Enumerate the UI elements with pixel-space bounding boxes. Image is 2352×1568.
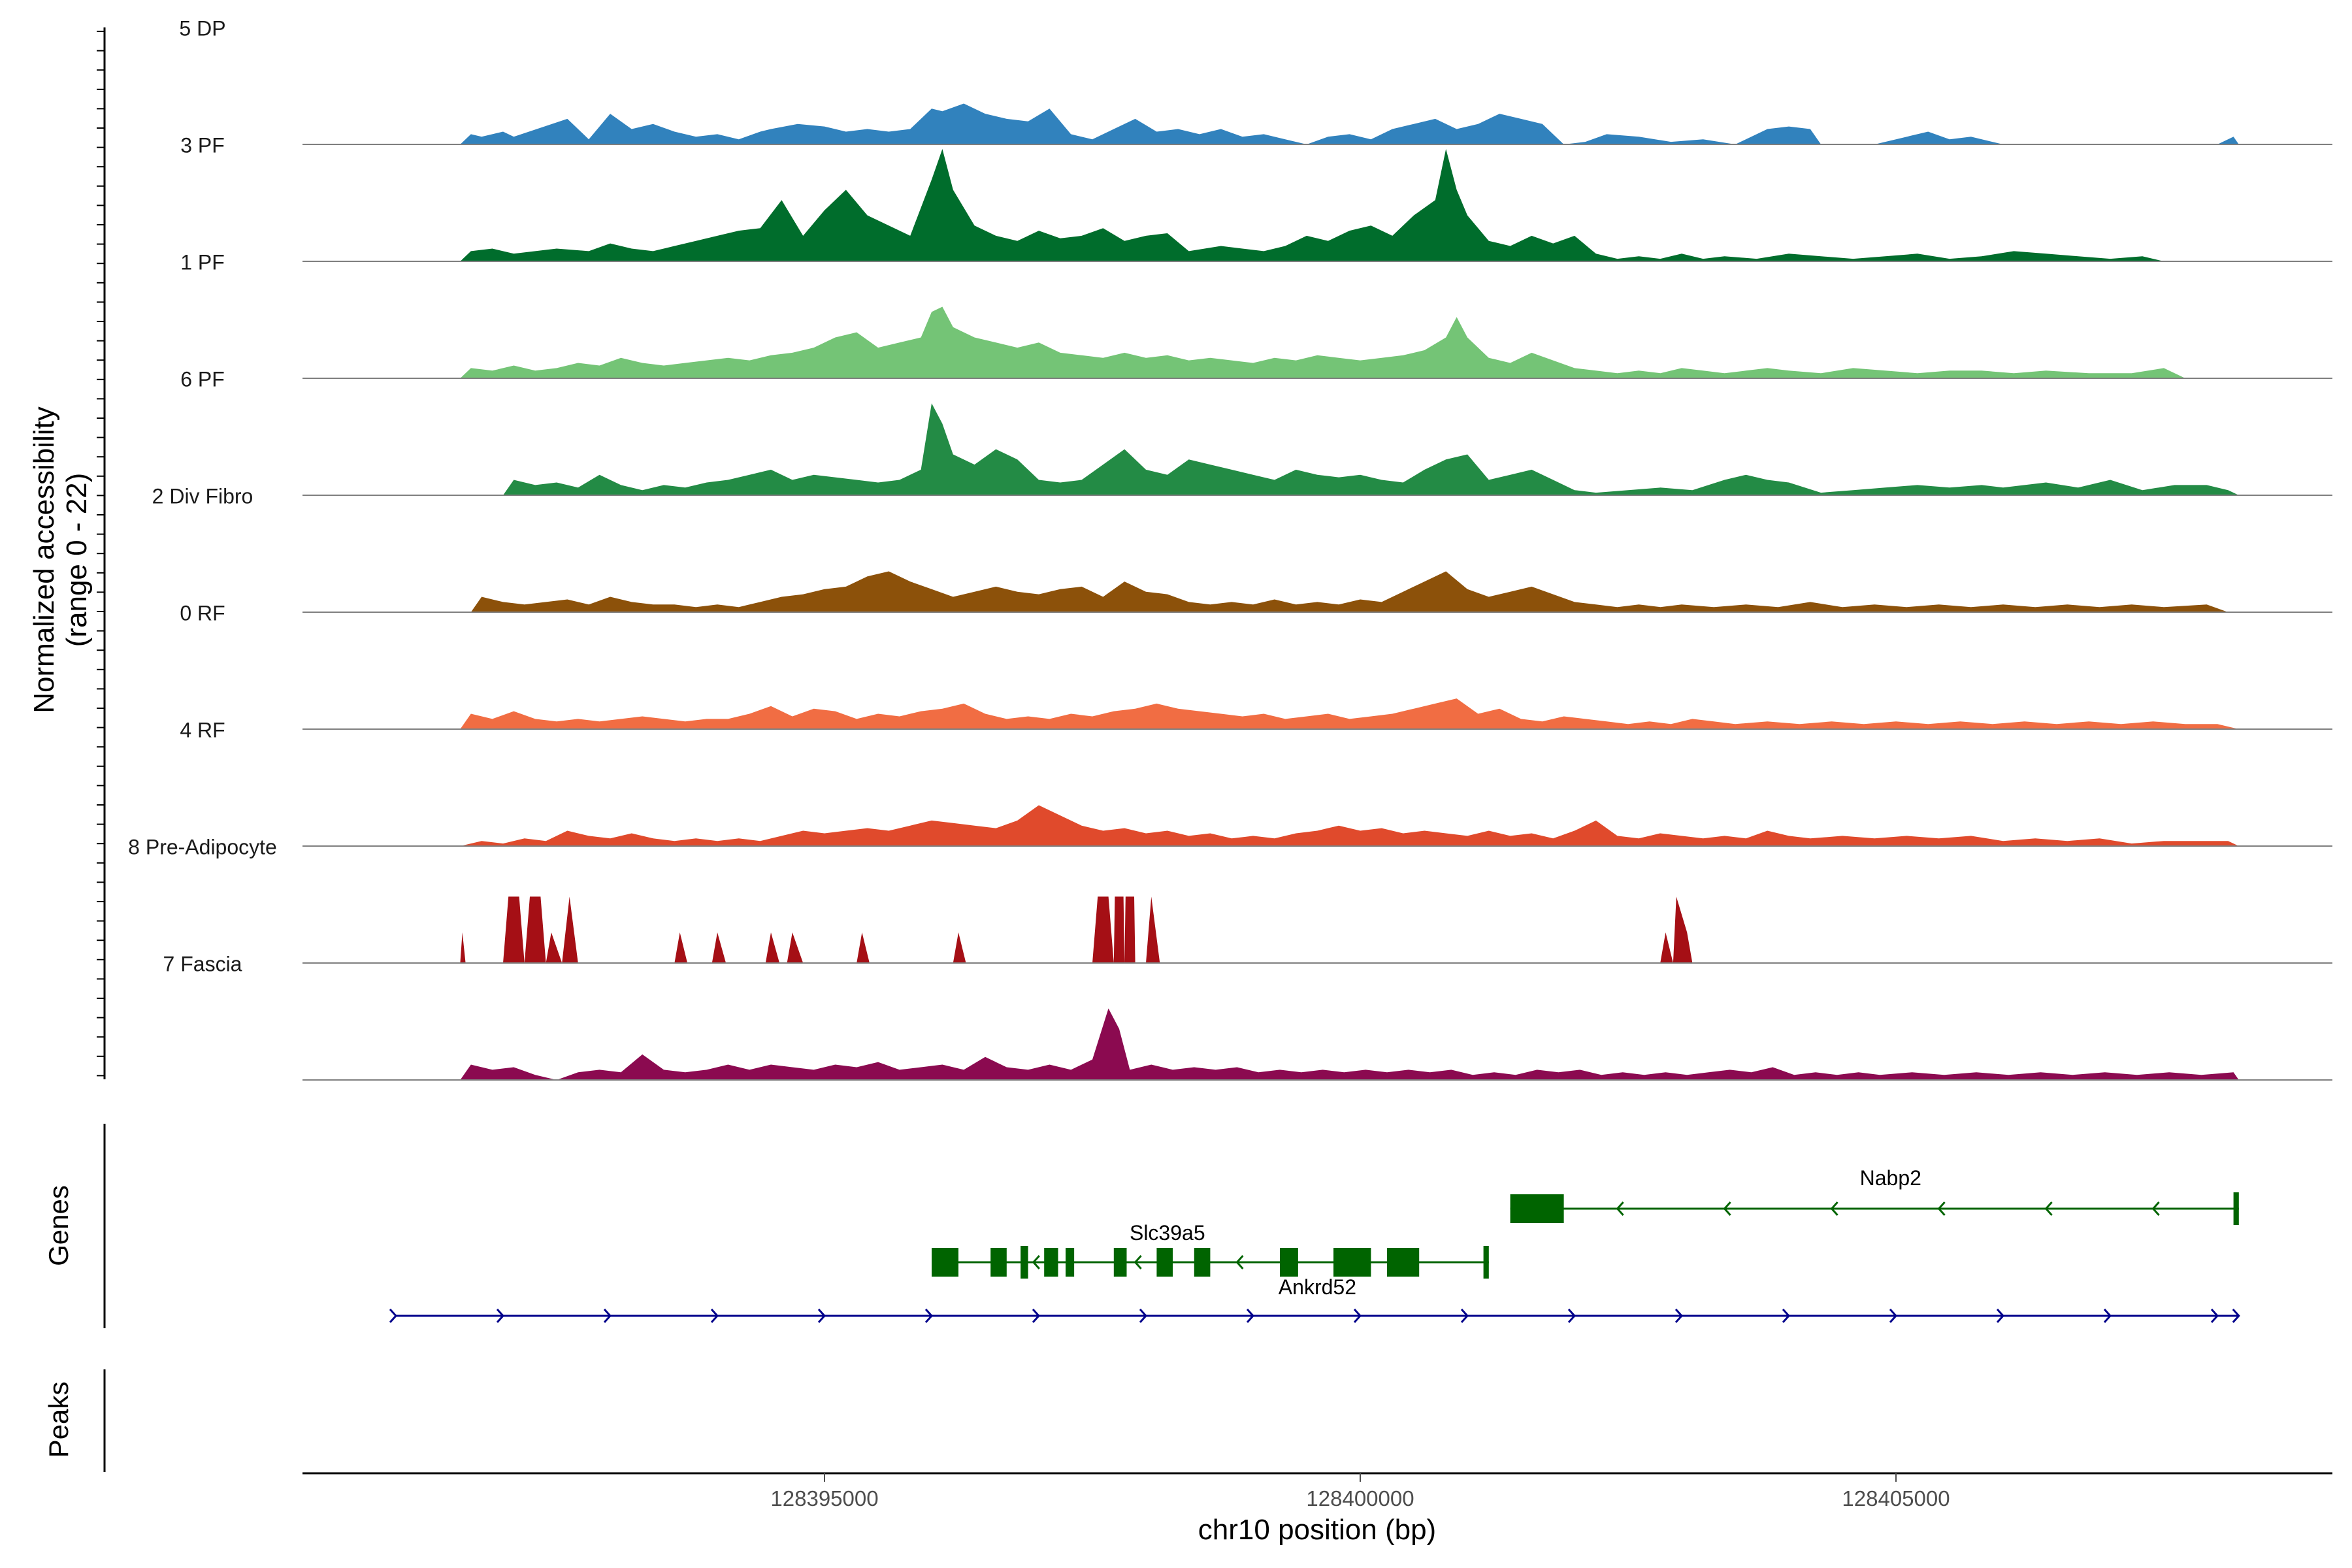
strand-arrow: [1032, 1254, 1040, 1270]
track-label: 7 Fascia: [163, 952, 242, 975]
track-label: 6 PF: [180, 367, 225, 391]
strand-arrow: [1996, 1308, 2005, 1324]
gene-models: Nabp2 Slc39a5 Ankrd52: [389, 1166, 2240, 1324]
strand-arrow: [389, 1308, 398, 1324]
coverage-area: [460, 306, 2185, 378]
gene-label: Nabp2: [1860, 1166, 1921, 1190]
gene-exon: [1510, 1194, 1564, 1223]
strand-arrow: [1782, 1308, 1791, 1324]
track-0-rf: 0 RF: [180, 601, 2332, 730]
track-4-rf: 4 RF: [180, 718, 2332, 847]
coverage-tracks: 5 DP 3 PF 1 PF 6 PF 2 Div Fibro 0 RF 4 RF 8 Pre…: [128, 16, 2332, 1081]
gene-exon: [1156, 1248, 1173, 1277]
gene-exon: [1280, 1248, 1298, 1277]
strand-arrow: [1937, 1201, 1946, 1217]
gene-label: Ankrd52: [1279, 1275, 1356, 1299]
coverage-area: [460, 1008, 2239, 1080]
strand-arrow: [817, 1308, 826, 1324]
gene-exon: [1021, 1246, 1028, 1279]
x-axis-ticks: 128395000 128400000 128405000: [770, 1473, 1950, 1511]
track-label: 8 Pre-Adipocyte: [128, 835, 277, 858]
strand-arrow: [1567, 1308, 1576, 1324]
strand-arrow: [496, 1308, 505, 1324]
coverage-area: [460, 698, 2239, 729]
track-8-pre-adipocyte: 8 Pre-Adipocyte: [128, 835, 2332, 964]
gene-nabp2: Nabp2: [1510, 1166, 2239, 1225]
peaks-panel-title: Peaks: [43, 1382, 74, 1458]
strand-arrow: [710, 1308, 719, 1324]
coverage-y-axis: [97, 27, 106, 1079]
gene-slc39a5: Slc39a5: [932, 1221, 1489, 1279]
x-tick-label: 128405000: [1842, 1486, 1950, 1511]
coverage-area: [460, 103, 2239, 144]
track-label: 1 PF: [180, 250, 225, 274]
strand-arrow: [1353, 1308, 1362, 1324]
x-tick-label: 128400000: [1306, 1486, 1414, 1511]
strand-arrow: [1134, 1254, 1142, 1270]
strand-arrow: [2044, 1201, 2053, 1217]
strand-arrow: [1674, 1308, 1684, 1324]
x-tick-label: 128395000: [770, 1486, 878, 1511]
gene-exon: [1044, 1248, 1058, 1277]
coverage-area: [503, 403, 2239, 495]
track-label: 3 PF: [180, 133, 225, 157]
strand-arrow: [603, 1308, 612, 1324]
gene-exon: [1333, 1248, 1371, 1277]
gene-exon: [990, 1248, 1007, 1277]
strand-arrow: [1139, 1308, 1148, 1324]
gene-exon: [932, 1248, 958, 1277]
gene-ankrd52: Ankrd52: [389, 1275, 2240, 1324]
strand-arrow: [1032, 1308, 1041, 1324]
x-axis-title: chr10 position (bp): [1198, 1514, 1436, 1546]
coverage-ylabel-line1: Normalized accessibility: [28, 406, 60, 713]
track-7-fascia: 7 Fascia: [163, 952, 2332, 1081]
strand-arrow: [2210, 1308, 2219, 1324]
coverage-area: [460, 149, 2164, 261]
gene-exon: [1387, 1248, 1420, 1277]
track-2-div-fibro: 2 Div Fibro: [152, 484, 2332, 613]
track-label: 4 RF: [180, 718, 225, 742]
gene-label: Slc39a5: [1130, 1221, 1205, 1245]
coverage-area: [460, 805, 2239, 846]
track-label: 2 Div Fibro: [152, 484, 253, 508]
gene-exon: [1483, 1246, 1489, 1279]
strand-arrow: [1723, 1201, 1731, 1217]
strand-arrow: [1830, 1201, 1838, 1217]
coverage-ylabel-line2: (range 0 - 22): [61, 473, 93, 647]
strand-arrow: [924, 1308, 934, 1324]
coverage-area: [460, 896, 1693, 963]
track-1-pf: 1 PF: [180, 250, 2332, 379]
track-6-pf: 6 PF: [180, 367, 2332, 496]
strand-arrow: [1889, 1308, 1898, 1324]
strand-arrow: [1246, 1308, 1255, 1324]
track-label: 0 RF: [180, 601, 225, 625]
gene-exon: [1113, 1248, 1127, 1277]
coverage-area: [470, 571, 2229, 612]
strand-arrow: [1616, 1201, 1624, 1217]
gene-exon: [2233, 1192, 2239, 1225]
track-label: 5 DP: [179, 16, 225, 40]
track-5-dp: 5 DP: [179, 16, 2332, 145]
gene-exon: [1066, 1248, 1075, 1277]
genes-panel-title: Genes: [43, 1185, 74, 1266]
gene-exon: [1194, 1248, 1211, 1277]
strand-arrow: [1235, 1254, 1244, 1270]
strand-arrow: [2151, 1201, 2160, 1217]
track-3-pf: 3 PF: [180, 133, 2332, 262]
strand-arrow: [2103, 1308, 2112, 1324]
strand-arrow: [2232, 1308, 2240, 1324]
strand-arrow: [1460, 1308, 1469, 1324]
